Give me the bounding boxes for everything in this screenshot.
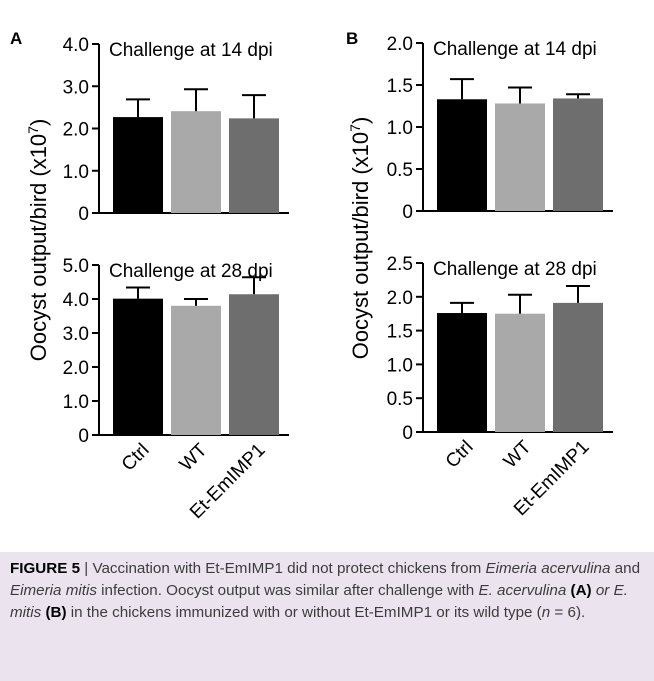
caption-panel-ref-b: (B) <box>45 604 67 621</box>
panel-b-14dpi-bar-et <box>553 98 603 211</box>
y-axis-label-a-close: ) <box>26 119 51 126</box>
caption-species-1: Eimeria acervulina <box>485 560 611 577</box>
panel-b-28dpi-y-tick-label: 0 <box>402 423 413 444</box>
panel-a-14dpi-y-tick-label: 4.0 <box>63 35 89 56</box>
panel-a-28dpi-bar-wt <box>171 305 221 435</box>
panel-a-14dpi-bar-et <box>229 118 279 213</box>
caption-text-4: or <box>591 582 614 599</box>
panel-a-14dpi-y-tick-label: 3.0 <box>63 77 89 98</box>
caption-text-2: and <box>610 560 641 577</box>
panel-b-28dpi-bar-wt <box>495 313 545 432</box>
panel-b-28dpi-bar-ctrl <box>437 313 487 432</box>
panel-a-28dpi-x-tick-label: Ctrl <box>118 440 154 476</box>
caption-text-5: in the chickens immunized with or withou… <box>66 604 542 621</box>
figure-caption: FIGURE 5 | Vaccination with Et-EmIMP1 di… <box>10 558 642 624</box>
panel-b-14dpi-title: Challenge at 14 dpi <box>433 39 597 60</box>
panel-b-28dpi-y-tick-label: 2.5 <box>387 254 413 275</box>
panel-a-28dpi-y-tick-label: 1.0 <box>63 392 89 413</box>
caption-text-3: infection. Oocyst output was similar aft… <box>96 582 479 599</box>
panel-b-14dpi-bar-wt <box>495 103 545 211</box>
y-axis-label-a: Oocyst output/bird (x107) <box>25 119 51 362</box>
panel-a-28dpi-x-tick-label: WT <box>176 439 212 475</box>
panel-a-28dpi-y-tick-label: 2.0 <box>63 358 89 379</box>
panel-b-28dpi-y-tick-label: 0.5 <box>387 389 413 410</box>
panel-a-28dpi-bar-ctrl <box>113 298 163 435</box>
panel-b-14dpi-y-tick-label: 0 <box>402 202 413 223</box>
panel-a-14dpi-y-tick-label: 1.0 <box>63 162 89 183</box>
panel-b-14dpi-y-tick-label: 2.0 <box>387 34 413 55</box>
panel-b-28dpi-bar-et <box>553 302 603 432</box>
panel-b-28dpi-y-tick-label: 1.0 <box>387 355 413 376</box>
panel-b-14dpi-y-tick-label: 1.0 <box>387 118 413 139</box>
panel-a-28dpi-y-tick-label: 0 <box>78 426 89 447</box>
caption-species-4: E. mitis <box>10 582 628 621</box>
caption-species-2: Eimeria mitis <box>10 582 97 599</box>
figure-canvas: 0 1.0 2.0 3.0 4.0 Challenge at 14 dpi 0 0.5 1.0 1… <box>25 34 613 523</box>
caption-n-symbol: n <box>541 604 551 621</box>
y-axis-label-b: Oocyst output/bird (x107) <box>347 117 373 360</box>
caption-background <box>0 552 654 681</box>
panel-b-28dpi-x-tick-label: WT <box>500 436 536 472</box>
panel-b-14dpi-bar-ctrl <box>437 99 487 211</box>
panel-label-b: B <box>346 29 359 48</box>
panel-a-14dpi-y-tick-label: 0 <box>78 204 89 225</box>
caption-figure-label: FIGURE 5 <box>10 560 81 577</box>
y-axis-label-a-exponent: 7 <box>25 126 41 134</box>
panel-a-28dpi-y-tick-label: 5.0 <box>63 256 89 277</box>
panel-a-28dpi-title: Challenge at 28 dpi <box>109 261 273 282</box>
caption-text-6: = 6). <box>550 604 586 621</box>
panel-a-14dpi-bar-wt <box>171 111 221 213</box>
panel-b-14dpi-y-tick-label: 1.5 <box>387 76 413 97</box>
panel-b-14dpi-y-tick-label: 0.5 <box>387 160 413 181</box>
panel-b-28dpi-x-tick-label: Ctrl <box>442 437 478 473</box>
panel-a-28dpi-y-tick-label: 4.0 <box>63 290 89 311</box>
caption-separator: | <box>80 560 93 577</box>
y-axis-label-b-exponent: 7 <box>347 124 363 132</box>
caption-text-1: Vaccination with Et-EmIMP1 did not prote… <box>92 560 486 577</box>
panel-a-28dpi-bar-et <box>229 294 279 435</box>
panel-a-14dpi-bar-ctrl <box>113 117 163 213</box>
panel-a-28dpi-y-tick-label: 3.0 <box>63 324 89 345</box>
panel-b-28dpi-y-tick-label: 2.0 <box>387 288 413 309</box>
panel-a-14dpi-title: Challenge at 14 dpi <box>109 40 273 61</box>
panel-label-a: A <box>10 29 23 48</box>
caption-panel-ref-a: (A) <box>570 582 592 599</box>
panel-a-14dpi-y-tick-label: 2.0 <box>63 120 89 141</box>
panel-b-28dpi-y-tick-label: 1.5 <box>387 322 413 343</box>
y-axis-label-b-close: ) <box>348 117 373 124</box>
caption-species-3: E. acervulina <box>478 582 567 599</box>
panel-b-28dpi-title: Challenge at 28 dpi <box>433 259 597 280</box>
